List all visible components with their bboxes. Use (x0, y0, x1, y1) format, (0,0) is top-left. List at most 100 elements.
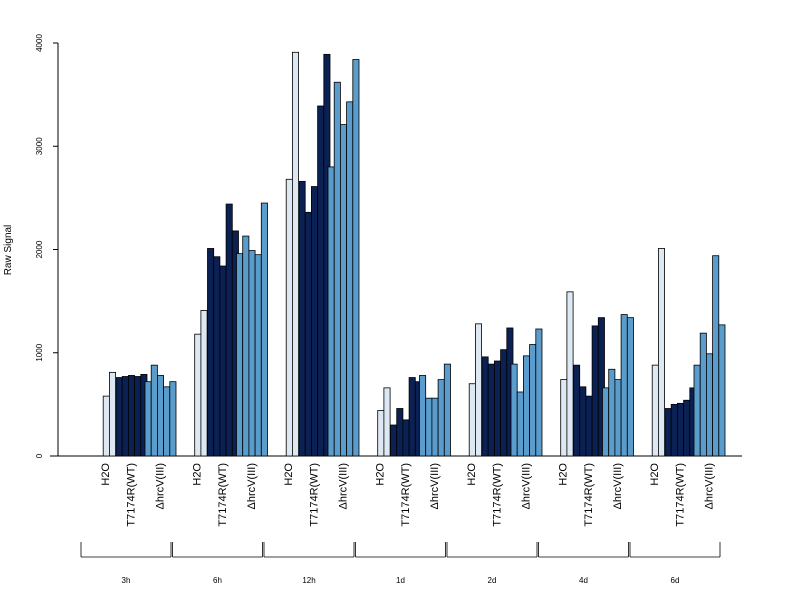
bar (390, 424, 398, 457)
bar (207, 248, 215, 457)
bar (352, 59, 360, 457)
bar (144, 381, 152, 457)
category-label: H2O (375, 463, 387, 486)
category-label: H2O (558, 463, 570, 486)
bar (169, 381, 177, 457)
bar (310, 186, 318, 457)
bar (620, 314, 628, 457)
category-label: ΔhrcV(III) (612, 463, 624, 509)
bar (163, 386, 171, 457)
y-tick-label: 0 (35, 453, 44, 458)
bars (102, 51, 726, 457)
bar (298, 180, 306, 457)
bar (493, 360, 501, 457)
bar (200, 310, 208, 457)
category-label: ΔhrcV(III) (246, 463, 258, 509)
bar (529, 344, 537, 457)
bar (693, 364, 701, 457)
bar (408, 377, 416, 457)
category-label: T7174R(WT) (583, 463, 595, 527)
bar (225, 203, 233, 457)
bar (304, 211, 312, 457)
bar (150, 364, 158, 457)
category-label: H2O (283, 463, 295, 486)
bar (614, 379, 622, 457)
bar (194, 333, 202, 457)
bar (718, 324, 726, 457)
group-axis: 3h 6h 12h 1d 2d 4d 6d (80, 542, 721, 585)
bar (579, 386, 587, 457)
bar (481, 356, 489, 457)
bar (677, 402, 685, 457)
group-label: 2d (488, 576, 497, 585)
bar (431, 397, 439, 457)
bar (377, 410, 385, 457)
bar (254, 254, 262, 457)
category-label: T7174R(WT) (308, 463, 320, 527)
bar (658, 248, 666, 457)
bar (219, 265, 227, 457)
y-tick-label: 3000 (35, 137, 44, 155)
y-axis-label: Raw Signal (3, 225, 14, 276)
y-tick-label: 2000 (35, 240, 44, 258)
bar (242, 235, 250, 457)
bar (699, 332, 707, 457)
bar (425, 397, 433, 457)
bar (608, 368, 616, 457)
group-label: 1d (396, 576, 405, 585)
bar (285, 178, 293, 457)
bar (109, 371, 117, 457)
bar (333, 81, 341, 457)
category-labels: H2O T7174R(WT) ΔhrcV(III) H2O T7174R(WT) Δhrc… (100, 463, 715, 527)
bar (236, 253, 244, 457)
bar (712, 255, 720, 457)
group-label: 6h (213, 576, 222, 585)
bar (664, 408, 672, 457)
bar (248, 250, 256, 457)
bar (474, 323, 482, 457)
bar (317, 105, 325, 457)
group-label: 12h (302, 576, 315, 585)
bar (115, 377, 123, 457)
bar (670, 403, 678, 457)
category-label: T7174R(WT) (400, 463, 412, 527)
category-label: H2O (192, 463, 204, 486)
bar (156, 375, 164, 457)
y-tick-label: 4000 (35, 34, 44, 52)
bar (651, 364, 659, 457)
bar (566, 291, 574, 457)
bar (573, 364, 581, 457)
bar (396, 408, 404, 457)
bar (419, 375, 427, 457)
y-tick-label: 1000 (35, 343, 44, 361)
category-label: H2O (100, 463, 112, 486)
category-label: ΔhrcV(III) (703, 463, 715, 509)
bar (327, 166, 335, 457)
bar (487, 363, 495, 457)
category-label: T7174R(WT) (674, 463, 686, 527)
bar (468, 383, 476, 457)
bar (437, 379, 445, 457)
group-label: 3h (122, 576, 131, 585)
bar (626, 317, 634, 457)
bar (291, 51, 299, 457)
bar (706, 353, 714, 457)
bar (510, 363, 518, 457)
group-label: 6d (671, 576, 680, 585)
bar (121, 376, 129, 457)
bar (127, 375, 135, 457)
bar (383, 387, 391, 457)
bar (516, 391, 524, 457)
y-axis: 0 1000 2000 3000 4000 (35, 34, 59, 458)
bar (597, 317, 605, 457)
bar (602, 387, 610, 457)
category-label: H2O (649, 463, 661, 486)
bar (339, 124, 347, 457)
category-label: ΔhrcV(III) (154, 463, 166, 509)
bar (591, 325, 599, 457)
category-label: ΔhrcV(III) (520, 463, 532, 509)
bar (346, 101, 354, 457)
bar (102, 395, 110, 457)
category-label: H2O (466, 463, 478, 486)
